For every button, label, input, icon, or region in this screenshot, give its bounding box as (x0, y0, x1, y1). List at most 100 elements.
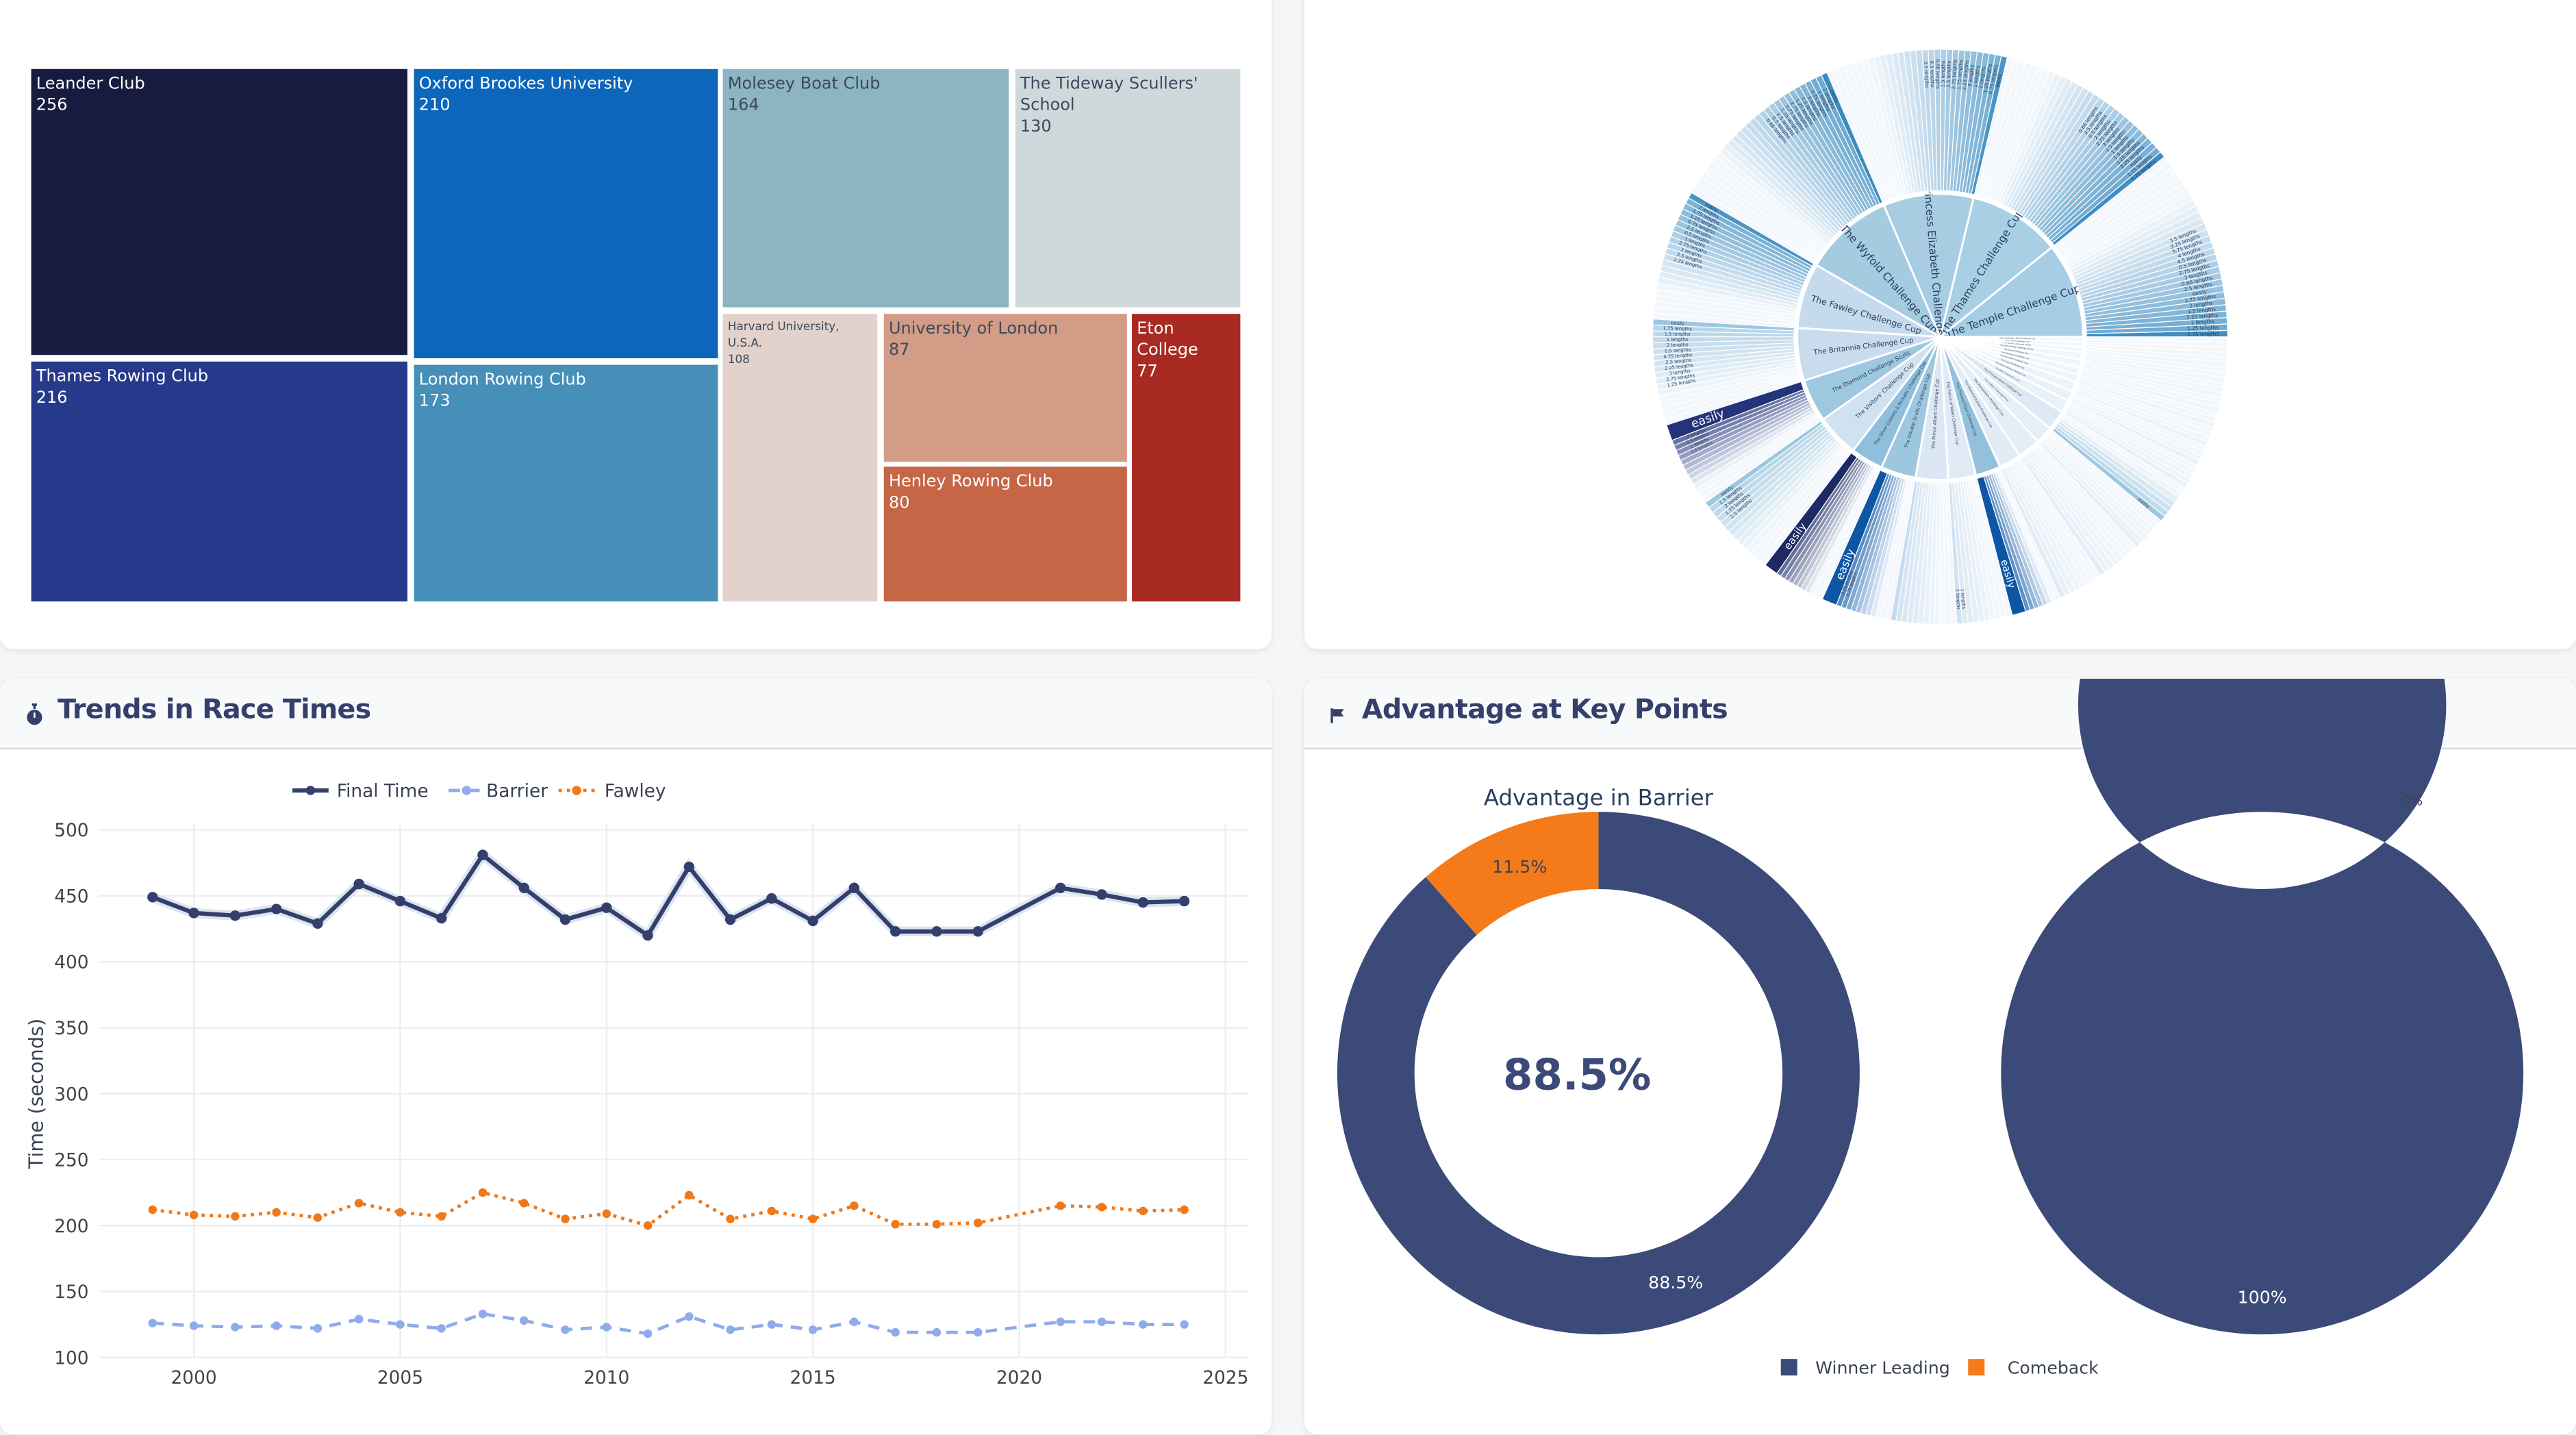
data-point (602, 1209, 611, 1219)
data-point (272, 1208, 281, 1217)
x-tick-label: 2025 (1202, 1368, 1248, 1388)
treemap-tile[interactable]: Oxford Brookes University 210 (414, 68, 718, 359)
treemap-tile-value: 164 (727, 97, 759, 115)
legend-label: Comeback (2008, 1358, 2099, 1378)
trends-card: Trends in Race Times 100 150 200 250 300 350 4… (0, 678, 1272, 1435)
donut-center-value: 88.5% (1503, 1050, 1651, 1100)
donut-slice-label: 88.5% (1648, 1273, 1703, 1293)
donut-slice-comeback (1426, 812, 1599, 936)
treemap-tile[interactable]: London Rowing Club 173 (414, 364, 718, 602)
sunburst-margin-label: 1 lengths (1960, 588, 1967, 610)
sunburst-cup-segment (1937, 246, 2084, 338)
data-point (520, 1316, 529, 1325)
y-tick-label: 250 (54, 1151, 88, 1171)
trends-header: Trends in Race Times (0, 678, 1272, 750)
donut-slice-label: 11.5% (1492, 857, 1547, 877)
data-point (683, 861, 694, 873)
data-point (561, 1325, 570, 1334)
data-point (685, 1190, 694, 1200)
treemap-tile[interactable]: The Tideway Scullers' School 130 (1015, 68, 1241, 308)
sunburst-margin-label: 2.5 lengths (1665, 358, 1692, 366)
sunburst-margin-label: 2.5 lengths (1945, 60, 1952, 88)
donut-slice-winner-leading (1337, 812, 1860, 1335)
sunburst-cup-segment (1796, 264, 1941, 338)
treemap-tile[interactable]: Thames Rowing Club 216 (31, 361, 408, 602)
y-tick-label: 200 (54, 1216, 88, 1237)
data-point (1056, 1201, 1065, 1210)
treemap-tile-label: Oxford Brookes University (418, 75, 633, 94)
sunburst-margin-label: 1.25 lengths (2187, 325, 2219, 332)
sunburst-cup-segment (1815, 204, 1943, 340)
treemap-tile[interactable]: Harvard University, U.S.A. 108 (722, 314, 878, 602)
donut-slice-label: 100% (2238, 1288, 2287, 1308)
legend-label: Winner Leading (1815, 1358, 1950, 1378)
x-tick-label: 2020 (996, 1368, 1042, 1388)
data-point (1139, 1320, 1148, 1329)
data-point (808, 1325, 818, 1334)
advantage-card: Advantage at Key Points Advantage in Bar… (1304, 678, 2576, 1435)
data-point (643, 1221, 653, 1230)
y-tick-label: 350 (54, 1019, 88, 1039)
legend-swatch (1780, 1359, 1797, 1376)
data-point (231, 1212, 240, 1221)
data-point (354, 1199, 364, 1208)
treemap-tile-value: 173 (418, 392, 451, 411)
legend-marker (462, 786, 472, 795)
sunburst-margin-label: 2 lengths (1667, 342, 1689, 348)
advantage-header: Advantage at Key Points (1304, 678, 2576, 750)
data-point (478, 1188, 488, 1197)
data-point (270, 903, 282, 914)
trends-title: Trends in Race Times (57, 693, 371, 725)
sunburst-cup-label: The Grand Challenge Cup (2003, 347, 2029, 355)
data-point (559, 914, 571, 925)
y-tick-label: 150 (54, 1282, 88, 1303)
donut-slice-winner-leading (2001, 678, 2524, 1335)
data-point (932, 1327, 942, 1337)
treemap-tile[interactable]: Leander Club 256 (31, 68, 408, 355)
sunburst-margin-label: 1 lengths (2190, 319, 2214, 326)
data-point (437, 1212, 446, 1221)
data-point (848, 882, 860, 893)
treemap-tile-value: 256 (36, 97, 68, 115)
data-point (931, 926, 942, 937)
sunburst-cup-label: The Stonor Challenge Trophy (2002, 341, 2032, 347)
sunburst-cup-segment (1940, 336, 2084, 343)
data-point (642, 929, 653, 941)
data-point (766, 893, 777, 904)
treemap-tile[interactable]: University of London 87 (883, 314, 1127, 462)
treemap-tile[interactable]: Molesey Boat Club 164 (722, 68, 1009, 308)
data-point (1096, 889, 1107, 900)
treemap-tile-label: Leander Club (36, 75, 145, 94)
data-point (354, 1314, 364, 1324)
data-point (726, 1214, 735, 1223)
treemap-tile-label: Henley Rowing Club (888, 473, 1053, 492)
data-point (1097, 1203, 1107, 1212)
data-point (891, 1327, 900, 1337)
x-tick-label: 2015 (790, 1368, 836, 1388)
treemap-tile-label: Thames Rowing Club (36, 368, 209, 386)
data-point (891, 1220, 900, 1229)
data-point (272, 1321, 281, 1330)
treemap-tile[interactable]: Eton College 77 (1132, 314, 1241, 602)
sunburst-cup-segment (1882, 192, 1975, 340)
treemap-tile[interactable]: Henley Rowing Club 80 (883, 466, 1127, 602)
data-point (724, 914, 736, 925)
legend-marker (572, 786, 581, 795)
data-point (231, 1323, 240, 1332)
data-point (601, 902, 612, 913)
data-point (643, 1329, 653, 1338)
sunburst-margin-label: 0.5 lengths (1929, 61, 1935, 88)
data-point (850, 1201, 859, 1210)
data-point (189, 1321, 199, 1330)
data-point (396, 1208, 405, 1217)
treemap-tile-value: 87 (888, 342, 910, 360)
donut-center-value: 100.0% (2167, 1050, 2345, 1100)
data-point (148, 1205, 157, 1214)
data-point (436, 912, 447, 924)
data-point (1180, 1205, 1189, 1214)
data-point (602, 1323, 611, 1332)
sunburst-margin-label: 2 lengths (1954, 589, 1961, 610)
data-point (973, 1219, 983, 1227)
data-point (767, 1206, 776, 1216)
treemap-tile-value: 130 (1020, 118, 1052, 137)
